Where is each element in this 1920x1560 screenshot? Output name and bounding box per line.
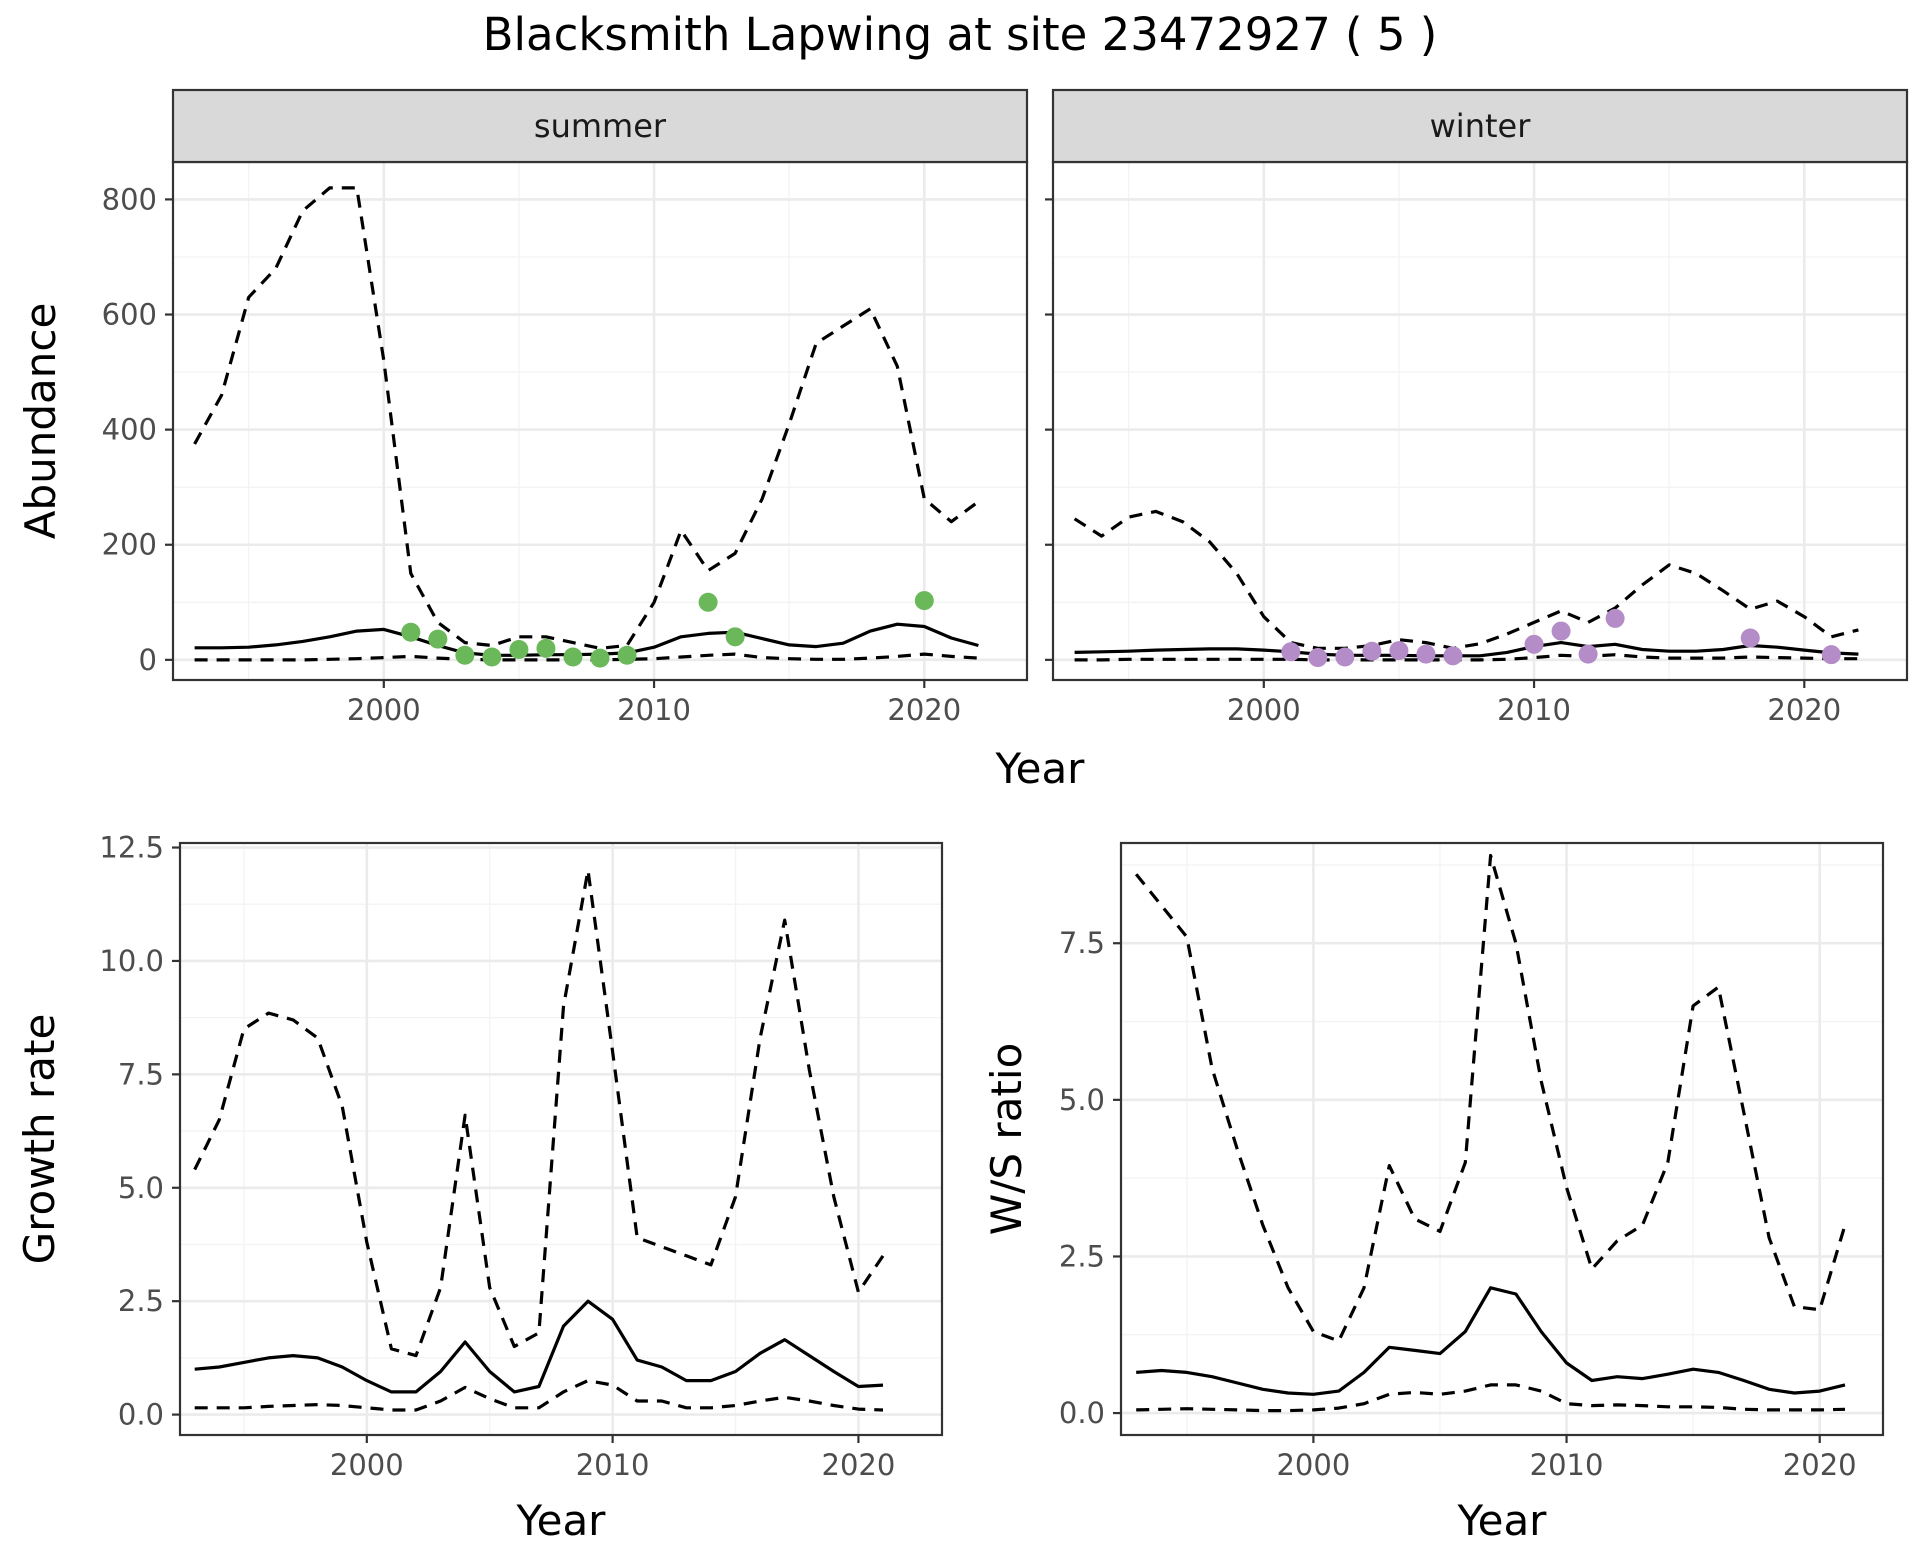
data-point xyxy=(1281,642,1301,662)
x-tick-label: 2010 xyxy=(1497,693,1571,727)
data-point xyxy=(1578,644,1598,664)
data-point xyxy=(698,592,718,612)
y-tick-label: 12.5 xyxy=(99,831,164,865)
series-line-dashed-1 xyxy=(1134,853,1847,1343)
data-point xyxy=(401,622,421,642)
y-tick-label: 7.5 xyxy=(118,1057,164,1091)
data-point xyxy=(590,648,610,668)
data-point xyxy=(428,629,448,649)
y-axis-title: W/S ratio xyxy=(982,1043,1031,1236)
data-point xyxy=(482,647,502,667)
facet-label: winter xyxy=(1430,107,1532,145)
x-tick-label: 2020 xyxy=(1783,1448,1857,1482)
x-axis-title-shared: Year xyxy=(995,744,1086,793)
data-point xyxy=(1443,646,1463,666)
panel-abundance-winter: winter 2000 2010 2020 xyxy=(1045,88,1909,727)
y-tick-label: 5.0 xyxy=(1059,1083,1105,1117)
data-point xyxy=(914,591,934,611)
x-tick-label: 2010 xyxy=(617,693,691,727)
x-tick-label: 2010 xyxy=(1530,1448,1604,1482)
facet-strip xyxy=(1051,88,1909,164)
plot-background xyxy=(1121,843,1883,1435)
plot-background xyxy=(173,162,1027,680)
panel-border xyxy=(178,841,944,1437)
series-line-solid-0 xyxy=(1136,1286,1846,1396)
y-tick-label: 0 xyxy=(139,643,157,677)
series-line-solid-0 xyxy=(194,1299,884,1394)
x-tick-label: 2020 xyxy=(822,1448,896,1482)
data-point xyxy=(509,639,529,659)
facet-label: summer xyxy=(534,107,667,145)
data-point xyxy=(1389,641,1409,661)
figure-title: Blacksmith Lapwing at site 23472927 ( 5 … xyxy=(483,8,1438,61)
series-line-solid-0 xyxy=(194,622,979,657)
data-point xyxy=(1335,647,1355,667)
data-point xyxy=(1416,644,1436,664)
data-point xyxy=(563,647,583,667)
panel-abundance-summer: summer 2000 2010 2020 0 200 400 600 800 Abundance… xyxy=(16,88,1086,793)
y-tick-label: 400 xyxy=(102,413,157,447)
y-axis-title: Growth rate xyxy=(15,1014,64,1265)
x-tick-label: 2000 xyxy=(1276,1448,1350,1482)
data-point xyxy=(617,645,637,665)
y-tick-label: 0.0 xyxy=(118,1398,164,1432)
series-line-dashed-1 xyxy=(193,186,980,650)
x-axis-title: Year xyxy=(1457,1496,1548,1545)
series-line-dashed-2 xyxy=(1136,1383,1846,1413)
x-tick-label: 2000 xyxy=(1227,693,1301,727)
plot-background xyxy=(1053,162,1907,680)
y-tick-label: 7.5 xyxy=(1059,926,1105,960)
data-point xyxy=(536,638,556,658)
y-tick-label: 10.0 xyxy=(99,944,164,978)
data-point xyxy=(1740,628,1760,648)
plot-background xyxy=(180,843,942,1435)
panel-border xyxy=(1119,841,1885,1437)
figure-panels: summer 2000 2010 2020 0 200 400 600 800 Abundance… xyxy=(15,88,1909,1545)
series-line-solid-0 xyxy=(1074,641,1859,658)
data-point xyxy=(1308,648,1328,668)
x-tick-label: 2010 xyxy=(576,1448,650,1482)
facet-strip xyxy=(171,88,1029,164)
data-point xyxy=(1551,621,1571,641)
data-point xyxy=(1362,641,1382,661)
y-axis-title: Abundance xyxy=(16,303,65,540)
data-point xyxy=(1605,608,1625,628)
data-point xyxy=(1821,645,1841,665)
x-tick-label: 2000 xyxy=(330,1448,404,1482)
y-tick-label: 2.5 xyxy=(1059,1239,1105,1273)
panel-ws-ratio: 2000 2010 2020 0.0 2.5 5.0 7.5 W/S ratio Year xyxy=(982,841,1885,1545)
x-tick-label: 2020 xyxy=(1767,693,1841,727)
data-point xyxy=(725,627,745,647)
y-tick-label: 800 xyxy=(102,182,157,216)
y-tick-label: 0.0 xyxy=(1059,1396,1105,1430)
series-line-dashed-1 xyxy=(1073,509,1859,650)
x-tick-label: 2000 xyxy=(347,693,421,727)
y-tick-label: 600 xyxy=(102,298,157,332)
panel-growth-rate: 2000 2010 2020 0.0 2.5 5.0 7.5 10.0 12.5 Growth r… xyxy=(15,831,944,1545)
x-axis-title: Year xyxy=(516,1496,607,1545)
y-tick-label: 200 xyxy=(102,528,157,562)
series-line-dashed-1 xyxy=(193,868,885,1358)
data-point xyxy=(1524,634,1544,654)
y-tick-label: 5.0 xyxy=(118,1171,164,1205)
y-tick-label: 2.5 xyxy=(118,1284,164,1318)
x-tick-label: 2020 xyxy=(887,693,961,727)
data-point xyxy=(455,645,475,665)
series-line-dashed-2 xyxy=(194,1379,884,1412)
